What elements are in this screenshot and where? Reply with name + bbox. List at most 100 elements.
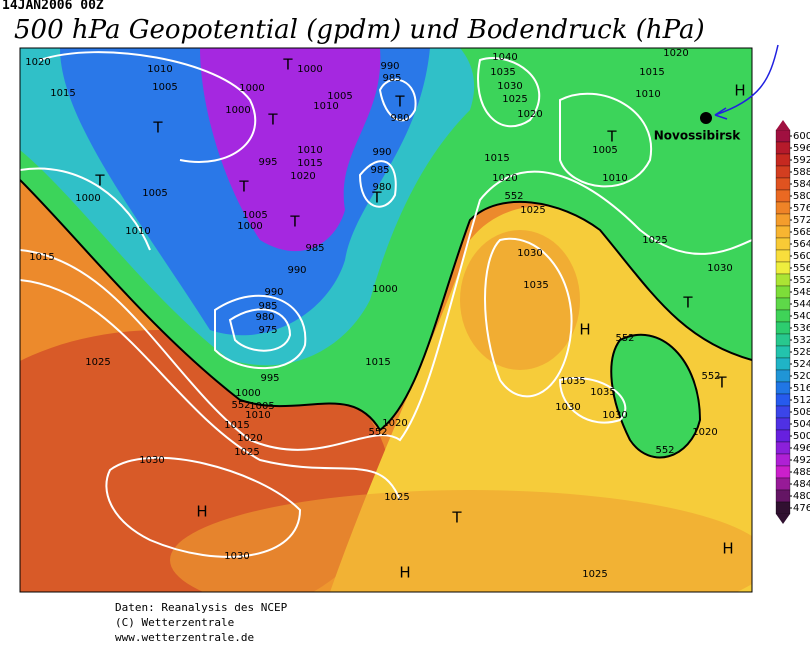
isobar-label: 980 — [390, 113, 409, 124]
colorbar-label: 512 — [793, 395, 810, 406]
isobar-label: 1035 — [560, 376, 585, 387]
isobar-label: 1010 — [125, 226, 150, 237]
color-box — [775, 297, 791, 311]
pressure-center: T — [394, 93, 405, 111]
isobar-label: 1025 — [642, 235, 667, 246]
pressure-center: T — [606, 128, 617, 146]
color-box — [775, 189, 791, 203]
isobar-label: 1000 — [75, 193, 100, 204]
isobar-label: 1010 — [602, 173, 627, 184]
colorbar-label: 580 — [793, 191, 810, 202]
isobar-label: 1010 — [245, 410, 270, 421]
colorbar-label: 524 — [793, 359, 810, 370]
pressure-center: T — [238, 178, 249, 196]
pressure-center: T — [282, 56, 293, 74]
isobar-label: 1020 — [492, 173, 517, 184]
colorbar-label: 504 — [793, 419, 810, 430]
isobar-label: 1025 — [384, 492, 409, 503]
isobar-label: 1000 — [372, 284, 397, 295]
pressure-center: H — [722, 540, 733, 558]
isobar-label: 1010 — [635, 89, 660, 100]
isobar-label: 1000 — [237, 221, 262, 232]
color-box — [775, 369, 791, 383]
color-box — [775, 321, 791, 335]
isobar-label: 1025 — [85, 357, 110, 368]
date: 14JAN2006 00Z — [2, 0, 104, 13]
isobar-label: 1005 — [142, 188, 167, 199]
isobar-label: 1005 — [249, 401, 274, 412]
colorbar-label: 564 — [793, 239, 810, 250]
footer-line: Daten: Reanalysis des NCEP — [115, 601, 288, 614]
isobar-label: 552 — [655, 445, 674, 456]
colorbar-label: 556 — [793, 263, 810, 274]
color-box — [775, 237, 791, 251]
pressure-center: T — [716, 374, 727, 392]
isobar-label: 1035 — [490, 67, 515, 78]
isobar-label: 552 — [504, 191, 523, 202]
colorbar-label: 536 — [793, 323, 810, 334]
colorbar-label: 532 — [793, 335, 810, 346]
isobar-label: 1015 — [365, 357, 390, 368]
pressure-center: H — [399, 564, 410, 582]
isobar-label: 975 — [258, 325, 277, 336]
colorbar-top — [776, 120, 790, 130]
isobar-label: 1000 — [297, 64, 322, 75]
isobar-label: 980 — [255, 312, 274, 323]
isobar-label: 1030 — [555, 402, 580, 413]
colorbar-bottom — [776, 514, 790, 524]
color-box — [775, 477, 791, 491]
colorbar-label: 544 — [793, 299, 810, 310]
pressure-center: T — [152, 119, 163, 137]
color-box — [775, 441, 791, 455]
isobar-label: 1020 — [237, 433, 262, 444]
color-box — [775, 357, 791, 371]
color-box — [775, 165, 791, 179]
isobar-label: 552 — [368, 427, 387, 438]
isobar-label: 552 — [701, 371, 720, 382]
isobar-label: 1020 — [517, 109, 542, 120]
color-box — [775, 225, 791, 239]
footer-line: (C) Wetterzentrale — [115, 616, 234, 629]
colorbar-label: 520 — [793, 371, 810, 382]
colorbar-label: 548 — [793, 287, 810, 298]
isobar-label: 1020 — [25, 57, 50, 68]
pressure-center: T — [451, 509, 462, 527]
colorbar-label: 568 — [793, 227, 810, 238]
isobar-label: 1020 — [692, 427, 717, 438]
isobar-label: 1000 — [235, 388, 260, 399]
isobar-label: 1005 — [327, 91, 352, 102]
color-box — [775, 177, 791, 191]
isobar-label: 1035 — [523, 280, 548, 291]
pressure-center: T — [289, 213, 300, 231]
pressure-center: H — [734, 82, 745, 100]
map — [20, 48, 752, 592]
colorbar-label: 584 — [793, 179, 810, 190]
isobar-label: 1005 — [152, 82, 177, 93]
colorbar: 6005965925885845805765725685645605565525… — [775, 120, 810, 524]
isobar-label: 990 — [372, 147, 391, 158]
pressure-center: H — [579, 321, 590, 339]
colorbar-label: 496 — [793, 443, 810, 454]
color-box — [775, 141, 791, 155]
color-box — [775, 501, 791, 515]
colorbar-label: 508 — [793, 407, 810, 418]
isobar-label: 552 — [231, 400, 250, 411]
isobar-label: 1025 — [582, 569, 607, 580]
isobar-label: 1015 — [50, 88, 75, 99]
title: 500 hPa Geopotential (gpdm) und Bodendru… — [14, 15, 705, 45]
colorbar-label: 516 — [793, 383, 810, 394]
isobar-label: 1030 — [707, 263, 732, 274]
isobar-label: 990 — [264, 287, 283, 298]
colorbar-label: 484 — [793, 479, 810, 490]
isobar-label: 1030 — [602, 410, 627, 421]
color-box — [775, 201, 791, 215]
city-label: Novossibirsk — [654, 129, 742, 143]
isobar-label: 1015 — [297, 158, 322, 169]
pressure-center: T — [94, 172, 105, 190]
color-box — [775, 213, 791, 227]
isobar-label: 1025 — [502, 94, 527, 105]
pressure-center: T — [371, 189, 382, 207]
isobar-label: 1005 — [242, 210, 267, 221]
colorbar-label: 596 — [793, 143, 810, 154]
